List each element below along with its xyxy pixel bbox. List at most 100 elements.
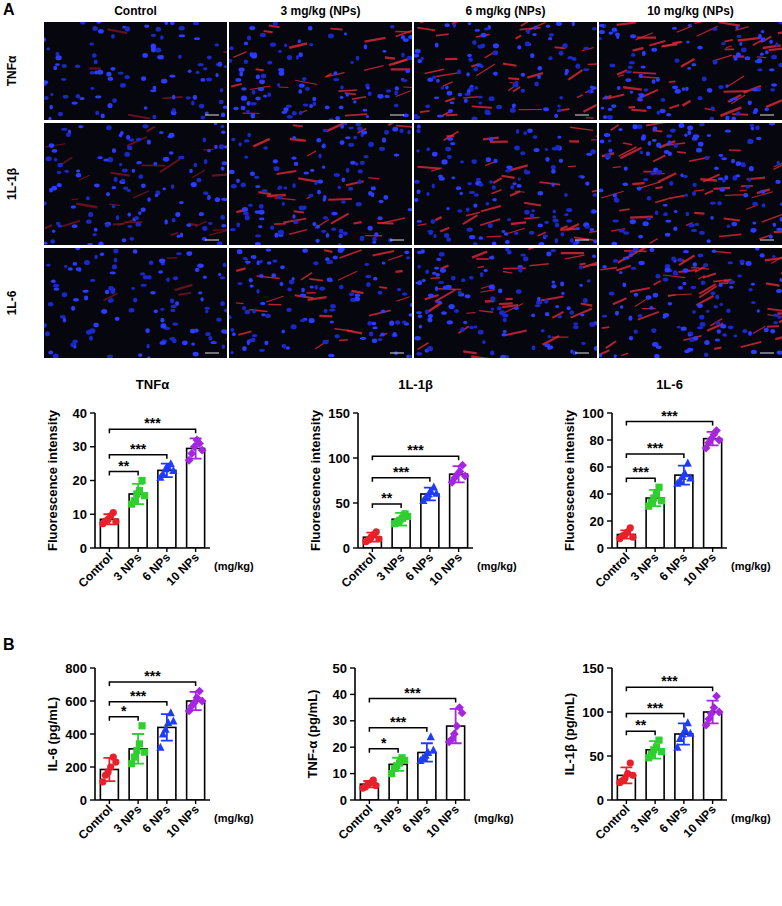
stain xyxy=(289,230,307,235)
nucleus xyxy=(518,178,521,181)
nucleus xyxy=(251,255,257,259)
y-tick-label: 200 xyxy=(65,760,87,775)
nucleus xyxy=(44,80,48,84)
y-tick xyxy=(607,547,612,548)
nucleus xyxy=(330,304,336,309)
nucleus xyxy=(494,72,498,77)
nucleus xyxy=(663,316,666,319)
data-point xyxy=(138,477,145,484)
data-point xyxy=(627,524,634,531)
stain xyxy=(591,139,597,140)
nucleus xyxy=(368,92,372,96)
nucleus xyxy=(699,231,705,235)
nucleus xyxy=(194,163,198,168)
nucleus xyxy=(348,127,353,130)
nucleus xyxy=(179,201,184,204)
nucleus xyxy=(718,85,723,89)
nucleus xyxy=(551,169,556,174)
nucleus xyxy=(761,37,765,42)
nucleus xyxy=(152,115,156,120)
nucleus xyxy=(780,202,782,206)
stain xyxy=(583,262,597,267)
stain xyxy=(540,182,561,184)
stain xyxy=(420,22,427,23)
nucleus xyxy=(300,294,306,297)
nucleus xyxy=(52,149,58,153)
nucleus xyxy=(445,23,450,27)
y-tick-label: 400 xyxy=(65,727,87,742)
bar-chart: 1L-6Fluorescence intensity020406080100Co… xyxy=(562,377,771,590)
nucleus xyxy=(197,264,203,268)
micrograph-content xyxy=(229,248,412,358)
nucleus xyxy=(63,318,66,323)
stain xyxy=(195,221,206,226)
stain xyxy=(379,287,387,288)
nucleus xyxy=(458,290,462,295)
nucleus xyxy=(750,228,756,233)
x-unit-label: (mg/kg) xyxy=(731,560,771,572)
nucleus xyxy=(688,24,692,27)
y-tick xyxy=(90,446,95,447)
nucleus xyxy=(761,30,765,33)
stain xyxy=(774,158,782,167)
stain xyxy=(769,47,782,50)
nucleus xyxy=(66,132,71,136)
nucleus xyxy=(440,268,446,273)
stain xyxy=(691,267,709,269)
stain xyxy=(339,339,348,341)
nucleus xyxy=(750,124,755,127)
data-point xyxy=(131,754,138,761)
nucleus xyxy=(725,116,729,120)
x-tick xyxy=(683,548,684,552)
nucleus xyxy=(631,53,635,57)
stain xyxy=(568,70,582,79)
nucleus xyxy=(328,354,334,357)
nucleus xyxy=(395,320,400,324)
nucleus xyxy=(259,260,263,264)
nucleus xyxy=(164,219,167,224)
nucleus xyxy=(555,145,560,150)
nucleus xyxy=(678,258,683,262)
nucleus xyxy=(214,123,218,125)
nucleus xyxy=(535,304,541,307)
stain xyxy=(766,283,780,285)
nucleus xyxy=(230,351,234,354)
nucleus xyxy=(724,175,728,180)
stain xyxy=(90,67,101,70)
nucleus xyxy=(334,173,340,177)
nucleus xyxy=(579,265,582,269)
nucleus xyxy=(196,71,200,74)
nucleus xyxy=(342,232,347,236)
nucleus xyxy=(549,33,554,37)
nucleus xyxy=(673,227,677,231)
stain xyxy=(513,87,520,92)
nucleus xyxy=(86,330,92,335)
stain xyxy=(430,277,439,279)
nucleus xyxy=(461,278,465,282)
nucleus xyxy=(112,264,117,269)
nucleus xyxy=(464,98,468,103)
nucleus xyxy=(277,83,280,87)
nucleus xyxy=(751,301,756,304)
nucleus xyxy=(150,291,156,294)
nucleus xyxy=(546,252,551,257)
nucleus xyxy=(315,239,319,243)
nucleus xyxy=(433,234,436,238)
nucleus xyxy=(399,129,403,133)
nucleus xyxy=(520,151,525,155)
stain xyxy=(767,325,779,327)
stain xyxy=(655,187,662,188)
nucleus xyxy=(379,147,385,151)
nucleus xyxy=(728,261,733,264)
background xyxy=(0,0,782,906)
x-tick-label: Control xyxy=(75,550,115,590)
nucleus xyxy=(665,233,671,237)
nucleus xyxy=(373,277,377,281)
nucleus xyxy=(63,95,69,99)
nucleus xyxy=(438,281,444,284)
nucleus xyxy=(380,333,385,337)
y-axis-label: TNF-α (pg/mL) xyxy=(305,690,320,779)
x-axis xyxy=(355,799,470,801)
nucleus xyxy=(447,137,453,140)
nucleus xyxy=(314,285,317,290)
